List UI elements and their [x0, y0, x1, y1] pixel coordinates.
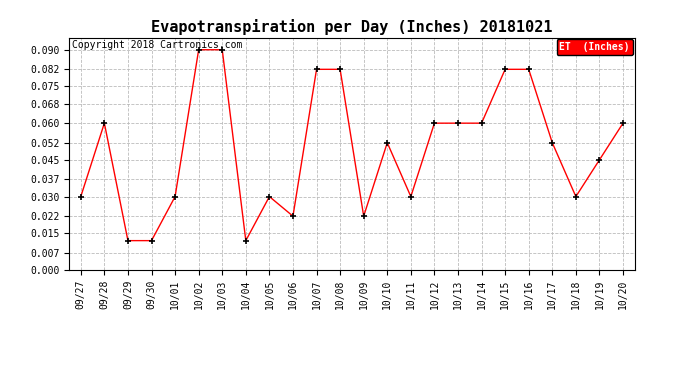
Text: Copyright 2018 Cartronics.com: Copyright 2018 Cartronics.com: [72, 40, 242, 50]
Legend: ET  (Inches): ET (Inches): [557, 39, 633, 55]
Title: Evapotranspiration per Day (Inches) 20181021: Evapotranspiration per Day (Inches) 2018…: [151, 19, 553, 35]
